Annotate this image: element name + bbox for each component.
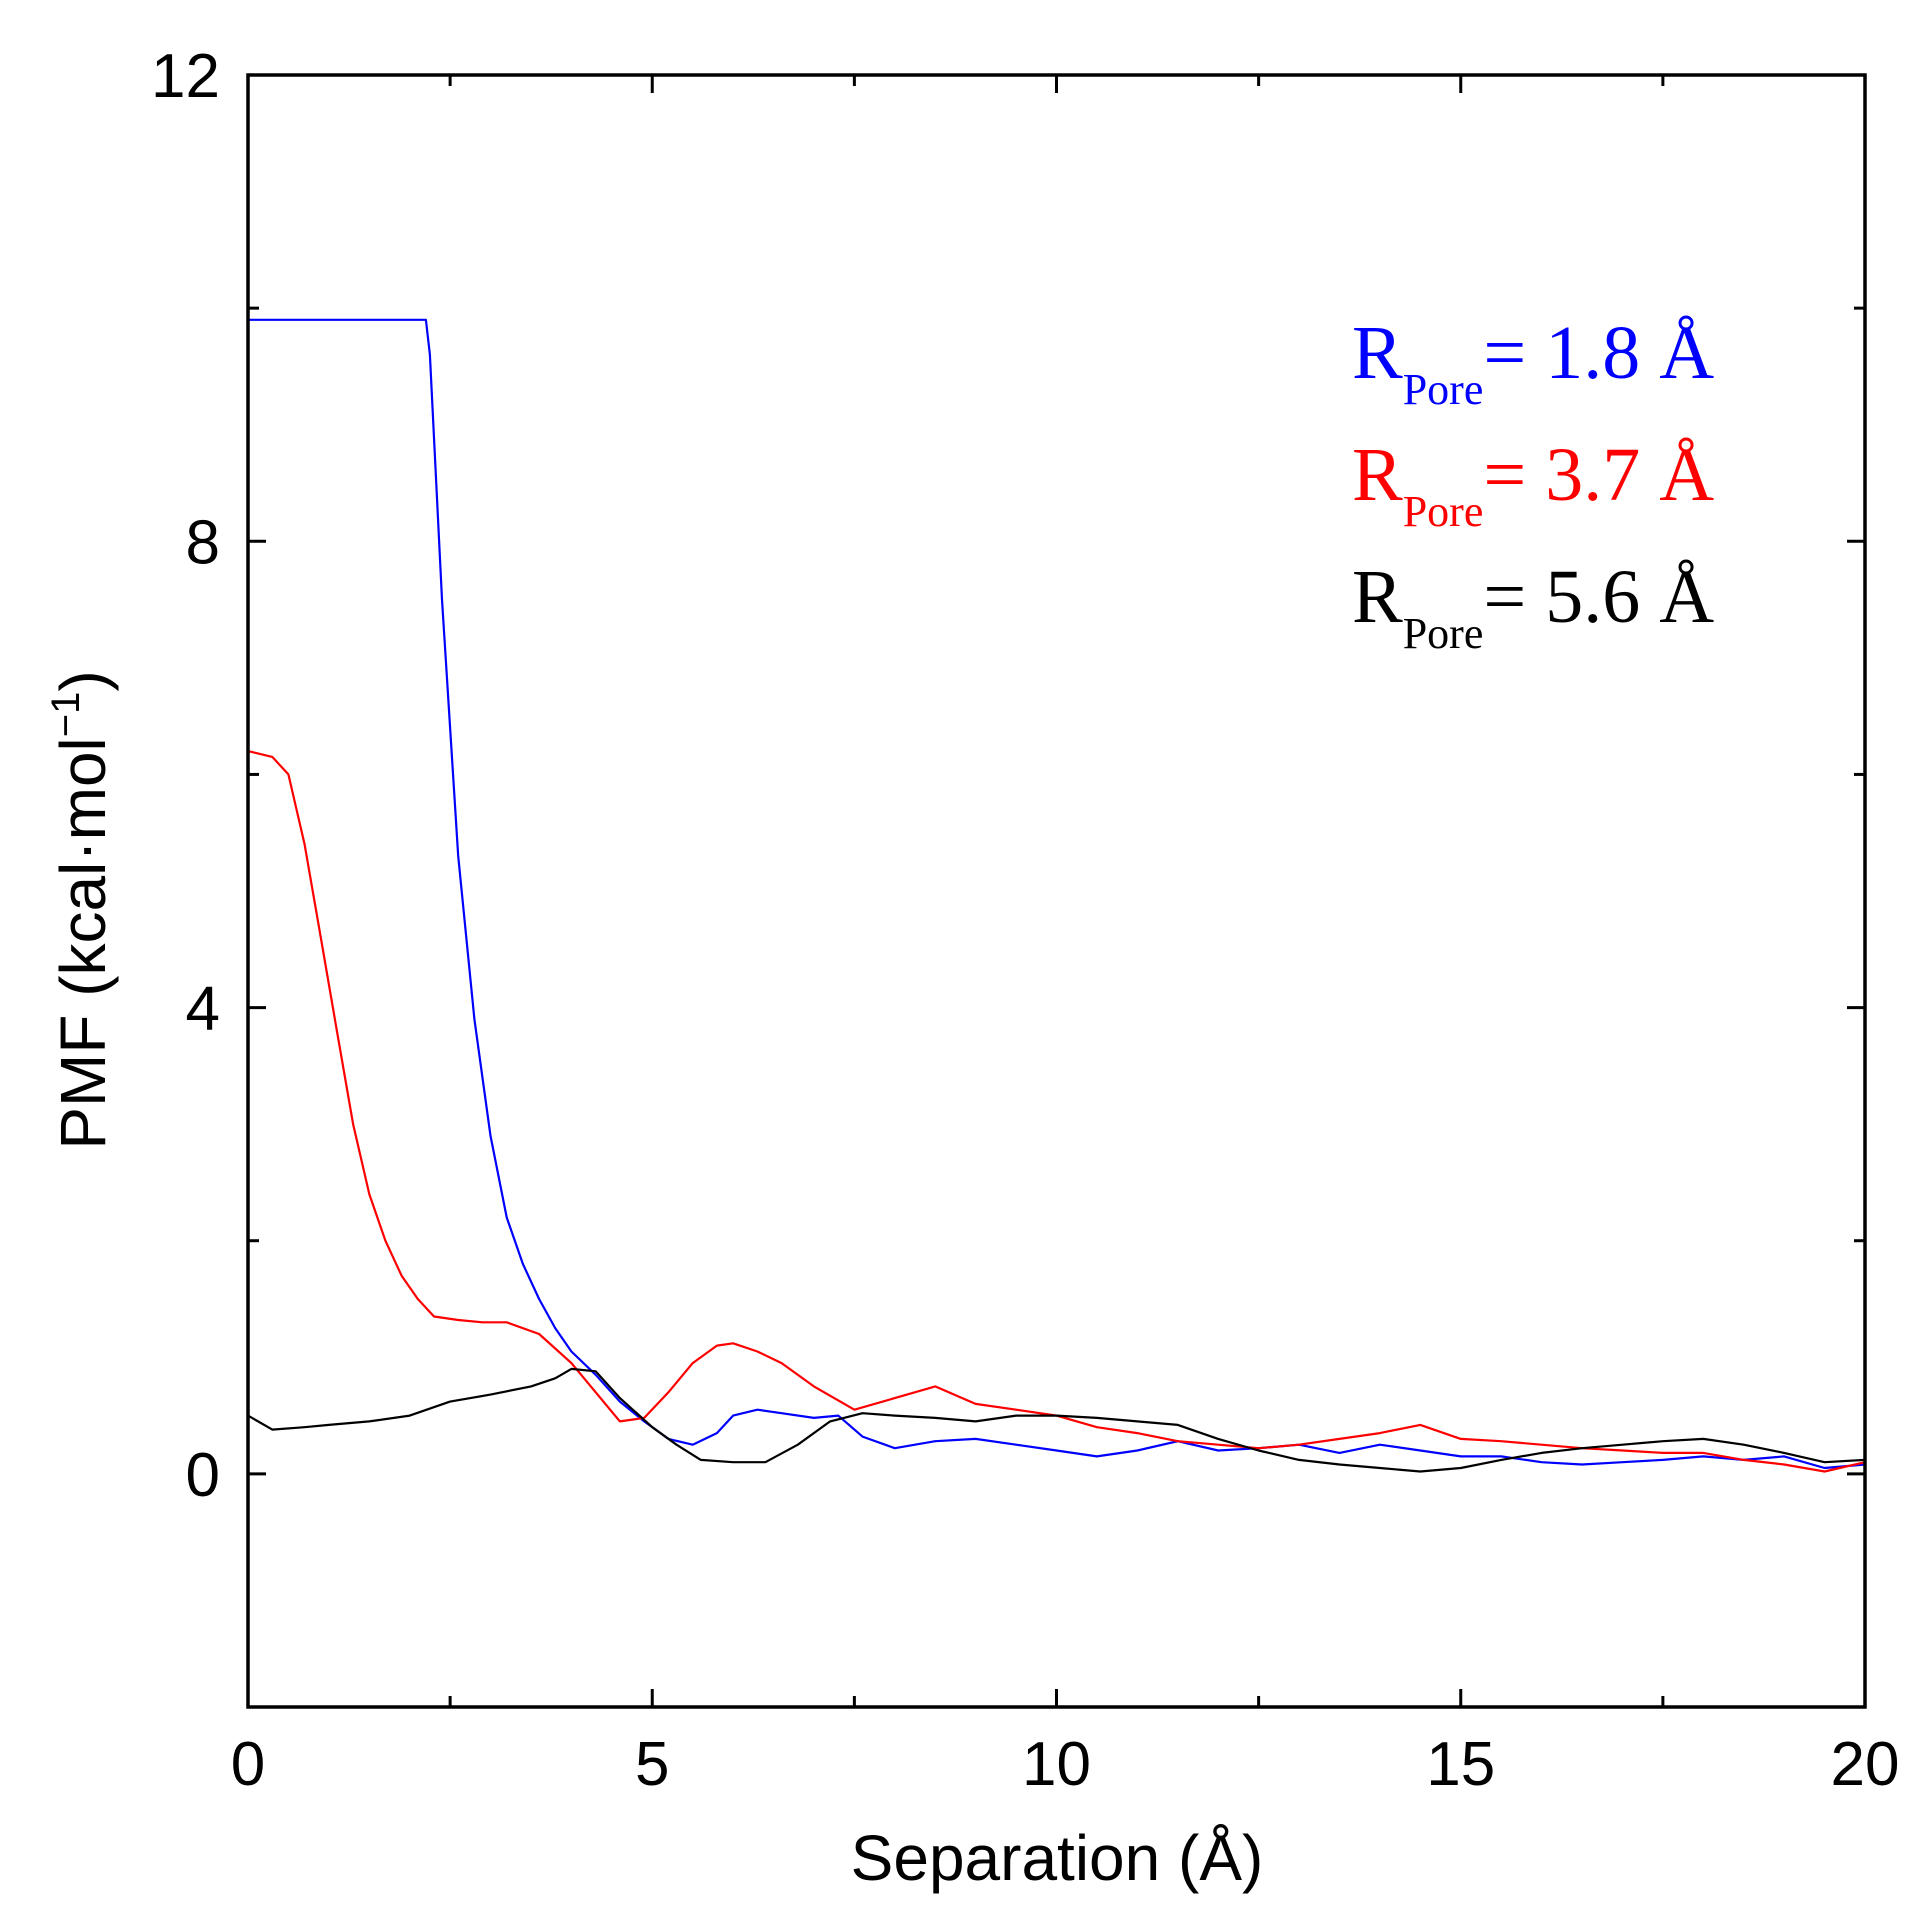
- series-line-2: [247, 750, 1866, 1473]
- y-axis-title-close: ): [47, 670, 119, 691]
- x-tick-label: 10: [1022, 1730, 1091, 1799]
- series-line-1: [248, 318, 1866, 1470]
- tick-layer: [246, 73, 1867, 1707]
- y-tick-label: 4: [186, 975, 220, 1044]
- legend-subscript: Pore: [1403, 365, 1484, 414]
- legend-r: R: [1352, 555, 1403, 639]
- x-axis-title: Separation (Å): [851, 1822, 1264, 1894]
- legend-r: R: [1352, 433, 1403, 517]
- legend-entry-3: RPore= 5.6 Å: [1352, 555, 1714, 658]
- legend-value: = 5.6 Å: [1483, 555, 1714, 639]
- y-axis-title-main: PMF (kcal·mol: [47, 737, 119, 1149]
- y-tick-label: 8: [186, 508, 220, 577]
- legend-value: = 3.7 Å: [1483, 433, 1714, 517]
- x-tick-label: 20: [1831, 1730, 1900, 1799]
- y-tick-label: 0: [186, 1441, 220, 1510]
- legend-subscript: Pore: [1403, 609, 1484, 658]
- legend-entry-2: RPore= 3.7 Å: [1352, 433, 1714, 536]
- x-tick-label: 5: [635, 1730, 669, 1799]
- legend-entry-1: RPore= 1.8 Å: [1352, 311, 1714, 414]
- y-axis-title: PMF (kcal·mol−1): [44, 670, 119, 1149]
- legend-value: = 1.8 Å: [1483, 311, 1714, 395]
- series-line-3: [247, 1367, 1866, 1473]
- x-tick-label: 15: [1426, 1730, 1495, 1799]
- legend-subscript: Pore: [1403, 487, 1484, 536]
- tick-label-layer: 0 5 10 15 20 0 4 8 12: [151, 42, 1899, 1799]
- y-axis-title-superscript: −1: [44, 692, 88, 738]
- x-tick-label: 0: [231, 1730, 265, 1799]
- series-layer: [247, 318, 1866, 1473]
- y-tick-label: 12: [151, 42, 220, 111]
- legend-r: R: [1352, 311, 1403, 395]
